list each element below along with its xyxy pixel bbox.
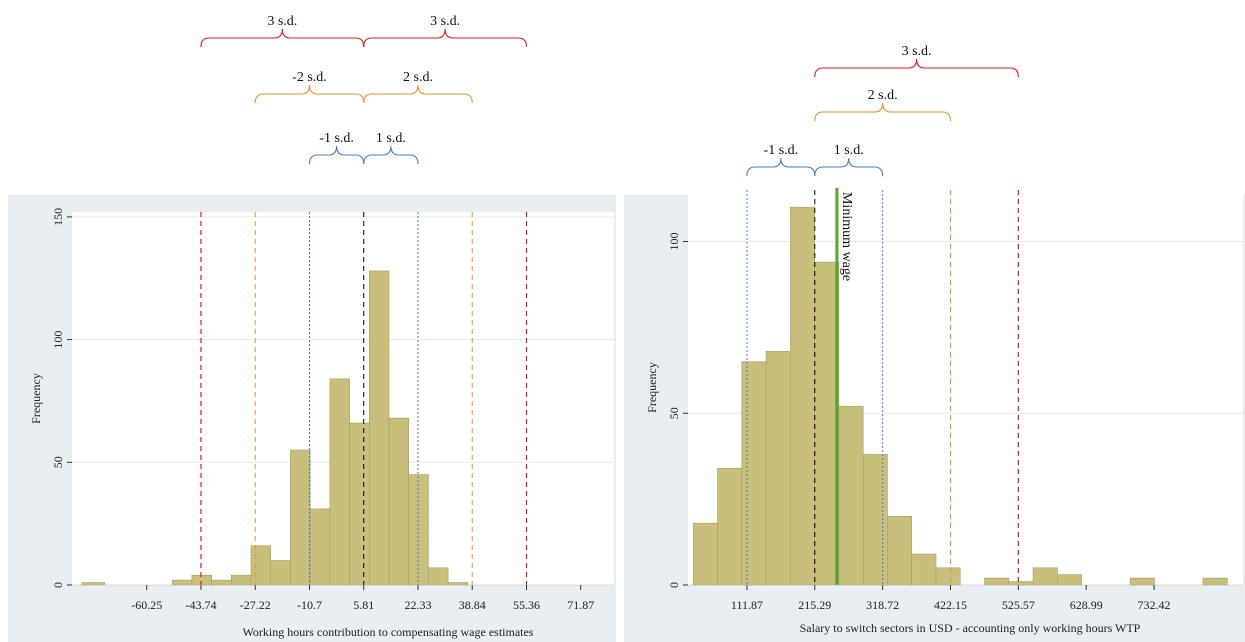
y-tick-label: 100 <box>51 331 65 349</box>
histogram-bar <box>368 270 390 586</box>
histogram-bar <box>250 545 272 586</box>
minimum-wage-label: Minimum wage <box>839 192 854 281</box>
histogram-bar <box>388 417 409 586</box>
histogram-bar <box>887 516 913 586</box>
x-tick-label: -60.25 <box>131 598 162 612</box>
x-tick-label: 732.42 <box>1138 598 1171 612</box>
histogram-bar <box>814 261 840 586</box>
x-tick-label: 215.29 <box>798 598 831 612</box>
y-tick-label: 0 <box>667 582 681 588</box>
x-tick-label: 111.87 <box>731 598 763 612</box>
sd-brace-label: 1 s.d. <box>834 143 864 158</box>
histogram-bar <box>211 579 232 586</box>
x-axis-title: Working hours contribution to compensati… <box>243 625 534 639</box>
sd-brace <box>200 28 365 48</box>
sd-brace-label: 1 s.d. <box>376 131 406 146</box>
x-tick-label: 71.87 <box>567 598 594 612</box>
y-tick-label: 150 <box>51 208 65 226</box>
sd-brace-label: 3 s.d. <box>267 14 297 29</box>
x-axis-title: Salary to switch sectors in USD - accoun… <box>800 621 1141 635</box>
histogram-bar <box>408 474 429 586</box>
y-tick-label: 50 <box>667 407 681 419</box>
y-axis-title: Frequency <box>645 362 659 413</box>
sd-brace <box>814 102 952 122</box>
histogram-bar <box>290 449 311 586</box>
sd-brace <box>254 84 365 104</box>
chart-panel-2: 0 50 100 Minimum wage 111.87 215.29 318.72 422.… <box>624 44 1245 642</box>
histogram-bar <box>191 574 212 586</box>
sd-brace-label: -2 s.d. <box>292 70 327 85</box>
sd-brace <box>814 58 1019 78</box>
sd-brace-label: -1 s.d. <box>764 143 799 158</box>
histogram-bar <box>329 378 350 586</box>
histogram-bar <box>1008 581 1034 586</box>
histogram-bar <box>984 577 1010 586</box>
x-tick-label: 318.72 <box>866 598 899 612</box>
sd-brace <box>308 145 365 165</box>
histogram-bar <box>838 406 864 586</box>
sd-brace <box>363 84 473 104</box>
sd-brace <box>746 157 816 177</box>
histogram-bar <box>935 567 961 586</box>
x-tick-label: 5.81 <box>353 598 374 612</box>
histogram-bar <box>349 422 370 586</box>
histogram-bar <box>447 582 469 586</box>
histogram-bar <box>231 574 252 586</box>
histogram-bar <box>717 467 743 586</box>
histogram-bar <box>911 553 937 586</box>
x-tick-label: 628.99 <box>1070 598 1103 612</box>
y-axis-title: Frequency <box>29 373 43 424</box>
x-tick-label: -43.74 <box>185 598 216 612</box>
y-tick-label: 50 <box>51 456 65 468</box>
x-tick-label: -10.7 <box>297 598 322 612</box>
histogram-bar <box>1202 577 1228 586</box>
histogram-bar <box>428 567 449 586</box>
histogram-bar <box>765 351 791 586</box>
histogram-bar <box>1129 577 1155 586</box>
sd-brace-label: 3 s.d. <box>902 44 932 59</box>
sd-brace-label: 2 s.d. <box>868 88 898 103</box>
y-tick-label: 100 <box>667 233 681 251</box>
sd-brace <box>363 145 419 165</box>
histogram-bar <box>270 560 291 586</box>
sd-brace-label: -1 s.d. <box>319 131 354 146</box>
x-tick-label: 22.33 <box>404 598 431 612</box>
x-tick-label: 55.36 <box>513 598 540 612</box>
sd-brace <box>363 28 528 48</box>
x-tick-label: 38.84 <box>459 598 486 612</box>
sd-brace-label: 2 s.d. <box>403 70 433 85</box>
histogram-bar <box>81 582 106 586</box>
y-tick-label: 0 <box>51 582 65 588</box>
chart-panel-1: 0 50 100 150 -60.25 -43.74 -27.22 -10.7 5.81 22.3… <box>8 14 616 642</box>
histogram-bar <box>1057 574 1082 586</box>
x-tick-label: -27.22 <box>240 598 271 612</box>
histogram-bar <box>862 454 888 586</box>
histogram-bar <box>741 361 767 586</box>
histogram-bar <box>692 522 718 586</box>
histogram-bar <box>309 508 331 586</box>
sd-brace-label: 3 s.d. <box>430 14 460 29</box>
x-tick-label: 422.15 <box>934 598 967 612</box>
sd-brace <box>814 157 884 177</box>
x-tick-label: 525.57 <box>1002 598 1035 612</box>
histogram-bar <box>790 206 815 586</box>
histogram-bar <box>1032 567 1058 586</box>
histogram-bar <box>171 579 193 586</box>
